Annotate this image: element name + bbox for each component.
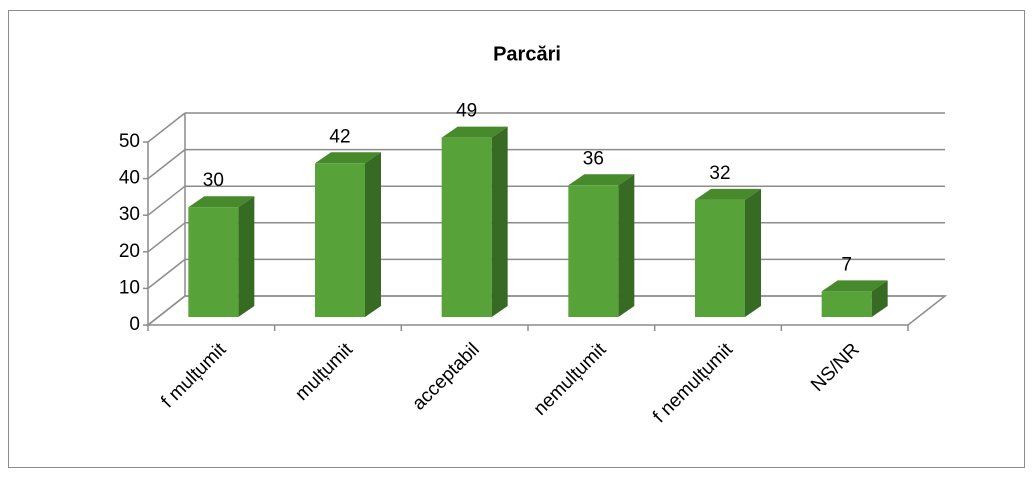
y-tick-label: 20 xyxy=(119,241,140,262)
bar-top xyxy=(821,280,888,292)
value-label: 7 xyxy=(841,254,852,275)
bar xyxy=(695,199,745,317)
chart-border xyxy=(8,10,1025,468)
bar-side xyxy=(491,126,508,317)
wall-grid-line xyxy=(147,258,186,289)
bar-top xyxy=(315,152,381,164)
bar-top xyxy=(188,196,255,208)
wall-grid-line xyxy=(147,222,186,253)
bar-top xyxy=(441,126,508,138)
wall-grid-line xyxy=(147,295,186,326)
bar xyxy=(821,291,872,317)
value-label: 49 xyxy=(456,101,477,122)
y-tick-label: 10 xyxy=(119,277,140,298)
y-tick-label: 0 xyxy=(129,314,140,335)
chart-title: Parcări xyxy=(493,43,561,65)
wall-grid-line xyxy=(147,112,186,143)
value-label: 30 xyxy=(203,170,224,191)
value-label: 32 xyxy=(709,163,730,184)
value-label: 36 xyxy=(583,148,604,169)
y-tick-label: 30 xyxy=(119,204,140,225)
bar-top xyxy=(695,188,761,200)
bar xyxy=(441,137,492,317)
bar-side xyxy=(745,188,761,317)
bar-side xyxy=(618,174,635,317)
wall-grid-line xyxy=(147,185,186,216)
bar-side xyxy=(238,196,255,317)
bar-side xyxy=(365,152,381,317)
bar xyxy=(568,185,619,317)
wall-grid-line xyxy=(147,149,186,180)
bar xyxy=(188,207,239,317)
bar xyxy=(315,163,365,317)
value-label: 42 xyxy=(329,126,350,147)
y-tick-label: 40 xyxy=(119,168,140,189)
bar-side xyxy=(871,280,888,317)
bar-top xyxy=(568,174,635,186)
y-tick-label: 50 xyxy=(119,131,140,152)
